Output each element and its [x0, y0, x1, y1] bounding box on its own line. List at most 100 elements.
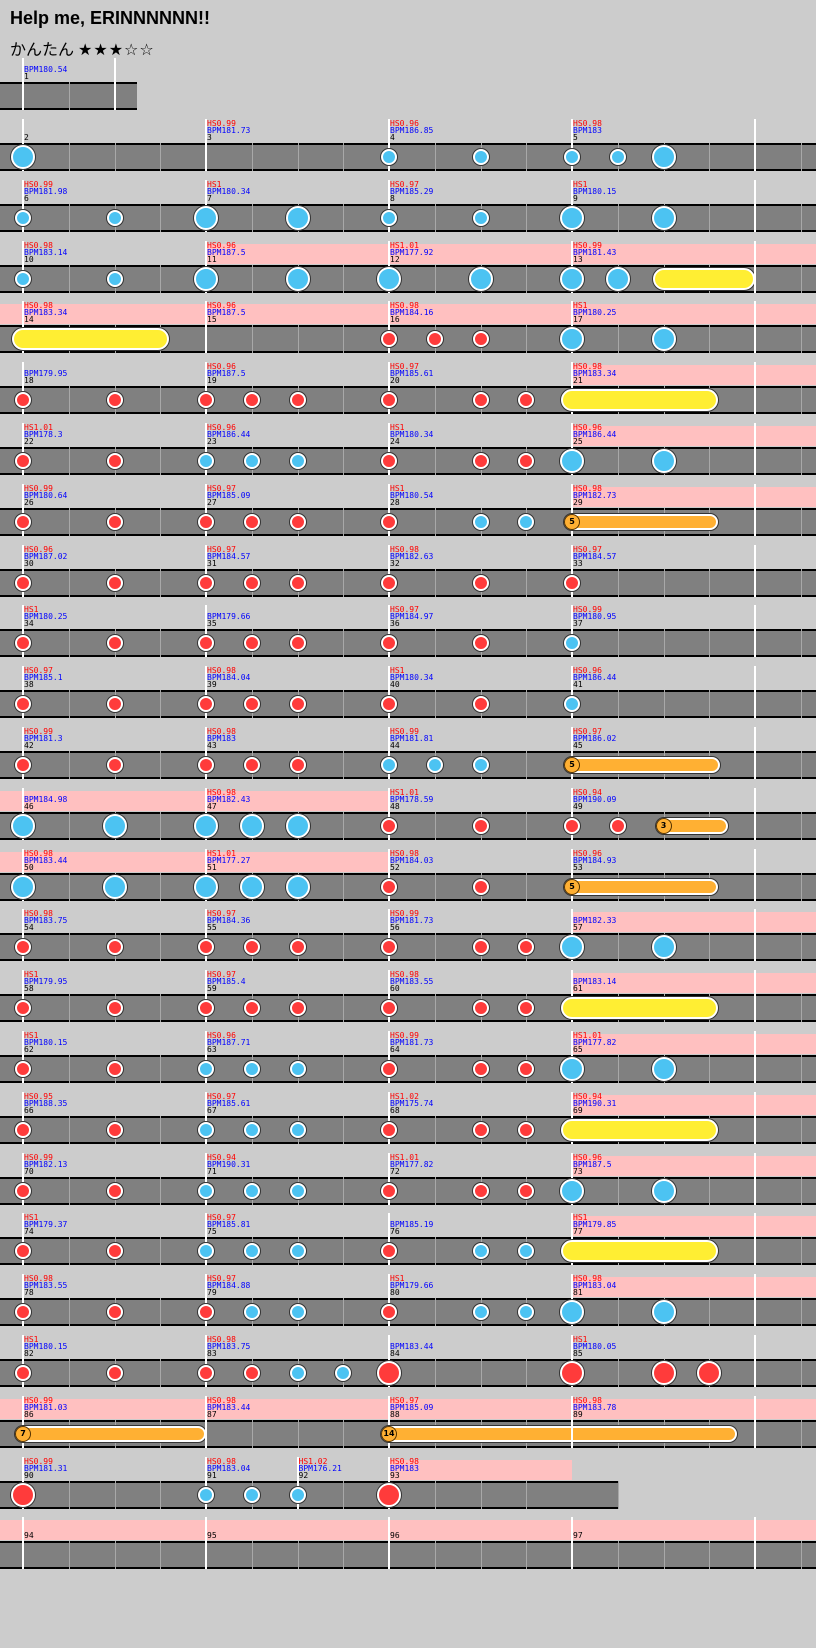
- chart-row: HS0.99 BPM181.3 42 HS0.98 BPM183 43 HS0.99 BPM1…: [0, 727, 816, 791]
- bpm-label: BPM180.15: [24, 1342, 68, 1351]
- beat-line: [114, 143, 116, 171]
- beat-line: [617, 933, 619, 962]
- measure-number: 79: [207, 1288, 217, 1298]
- bar-line: [388, 970, 390, 1023]
- don-note: [472, 878, 489, 895]
- chart-row: HS1 BPM179.95 58 HS0.97 BPM185.4 59 HS0.98 BPM1…: [0, 970, 816, 1034]
- beat-line: [434, 811, 436, 840]
- bpm-label: BPM177.82: [390, 1159, 434, 1169]
- bpm-label: BPM183.04: [207, 1463, 251, 1473]
- chart-row: HS1.01 BPM178.3 22 HS0.96 BPM186.44 23 HS1 BPM1…: [0, 423, 816, 487]
- lane: [0, 447, 816, 475]
- bpm-label: BPM184.98: [24, 794, 68, 804]
- beat-line: [68, 751, 70, 779]
- measure-number: 55: [207, 923, 217, 933]
- hs-label: HS1: [24, 970, 39, 980]
- beat-line: [68, 264, 70, 293]
- bpm-label: BPM183.78: [573, 1402, 617, 1412]
- beat-line: [617, 1480, 619, 1509]
- bar-line: [205, 1213, 207, 1266]
- don-note: [243, 635, 260, 652]
- measure-number: 44: [390, 741, 400, 750]
- beat-line: [68, 1480, 70, 1509]
- beat-line: [617, 568, 619, 597]
- beat-line: [800, 751, 802, 779]
- beat-line: [709, 1298, 711, 1327]
- beat-line: [526, 325, 528, 354]
- bar-line: [571, 787, 573, 840]
- bar-line: [388, 179, 390, 232]
- hs-label: HS1.01: [24, 423, 53, 432]
- ka-note: [518, 513, 535, 530]
- chart-row: BPM180.54 1: [0, 58, 816, 122]
- bpm-label: BPM187.5: [573, 1159, 612, 1169]
- ka-big-note: [239, 874, 264, 899]
- bar-line: [205, 1395, 207, 1448]
- bar-line: [754, 423, 756, 475]
- bar-line: [205, 666, 207, 719]
- beat-line: [480, 1359, 482, 1387]
- beat-line: [160, 203, 162, 232]
- bpm-label: BPM185.1: [24, 673, 63, 683]
- hs-label: HS0.99: [390, 727, 419, 736]
- ka-note: [564, 635, 580, 652]
- hs-label: HS0.99: [24, 1152, 53, 1162]
- beat-line: [160, 386, 162, 415]
- bar-line: [388, 1274, 390, 1327]
- measure-number: 70: [24, 1166, 34, 1176]
- hs-label: HS0.98: [24, 848, 53, 858]
- hs-label: HS0.97: [390, 605, 419, 615]
- bar-line: [22, 970, 24, 1023]
- hs-label: HS1: [24, 1213, 39, 1223]
- beat-line: [617, 629, 619, 658]
- gogo-zone: [572, 1520, 816, 1541]
- beat-line: [343, 1055, 345, 1083]
- bar-line: [205, 970, 207, 1023]
- ka-note: [472, 149, 489, 165]
- ka-note: [243, 1121, 260, 1138]
- measure-number: 66: [24, 1105, 34, 1115]
- bar-line: [754, 666, 756, 719]
- measure-number: 2: [24, 133, 29, 142]
- measure-number: 72: [390, 1166, 400, 1176]
- bpm-label: BPM185.61: [390, 369, 434, 379]
- beat-line: [526, 751, 528, 779]
- bpm-label: BPM187.02: [24, 551, 68, 561]
- bar-line: [22, 727, 24, 779]
- beat-line: [800, 1541, 802, 1570]
- beat-line: [434, 994, 436, 1023]
- hs-label: HS0.98: [207, 1395, 236, 1405]
- chart-row: HS1 BPM179.37 74 HS0.97 BPM185.81 75 BPM185.19…: [0, 1213, 816, 1277]
- bar-line: [388, 301, 390, 354]
- measure-number: 27: [207, 497, 217, 507]
- ka-big-note: [194, 266, 218, 291]
- measure-number: 20: [390, 376, 400, 386]
- chart-row: HS0.98 BPM183.75 54 HS0.97 BPM184.36 55 HS0.99…: [0, 909, 816, 973]
- lane: [0, 1480, 618, 1509]
- don-note: [518, 1182, 535, 1199]
- hs-label: HS1.02: [298, 1456, 328, 1466]
- bar-line: [571, 605, 573, 658]
- beat-line: [160, 264, 162, 293]
- bpm-label: BPM185.09: [207, 490, 251, 500]
- bpm-label: BPM182.13: [24, 1159, 68, 1169]
- measure-number: 50: [24, 862, 34, 872]
- bar-line: [754, 362, 756, 415]
- ka-note: [106, 270, 123, 287]
- don-note: [381, 878, 397, 895]
- don-note: [381, 1243, 397, 1260]
- don-big-note: [651, 1361, 676, 1385]
- don-note: [106, 939, 123, 956]
- bpm-label: BPM181.03: [24, 1402, 68, 1412]
- beat-line: [709, 203, 711, 232]
- lane: [0, 1176, 816, 1205]
- bar-line: [22, 909, 24, 962]
- don-note: [472, 817, 489, 834]
- don-note: [106, 757, 123, 773]
- bar-line: [22, 605, 24, 658]
- hs-label: HS0.98: [573, 119, 602, 128]
- hs-label: HS1.01: [207, 848, 236, 858]
- beat-line: [343, 264, 345, 293]
- beat-line: [434, 933, 436, 962]
- bar-line: [205, 1152, 207, 1205]
